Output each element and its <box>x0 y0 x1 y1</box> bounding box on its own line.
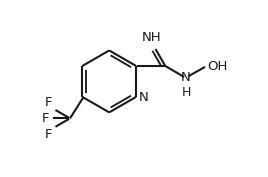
Text: F: F <box>45 96 52 109</box>
Text: OH: OH <box>207 60 228 73</box>
Text: F: F <box>42 112 50 125</box>
Text: H: H <box>181 86 191 99</box>
Text: N: N <box>181 71 191 84</box>
Text: NH: NH <box>142 31 162 44</box>
Text: F: F <box>45 128 52 141</box>
Text: N: N <box>139 91 149 104</box>
